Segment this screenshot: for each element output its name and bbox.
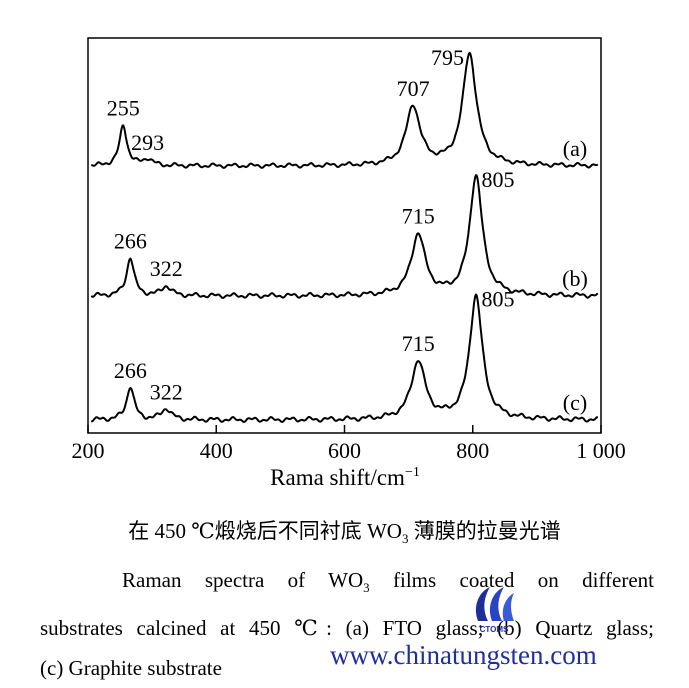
x-tick-label: 800 <box>456 438 489 463</box>
series-group: 255293707795(a)266322715805(b)2663227158… <box>90 45 599 423</box>
ctoms-logo-text: CTOMS <box>480 625 509 634</box>
peak-label: 322 <box>150 380 183 405</box>
raman-chart: 200 400 600 800 1 000 255293707795(a)2663227… <box>72 37 626 490</box>
series-label: (b) <box>562 266 588 291</box>
peak-label: 293 <box>131 130 164 155</box>
peak-label: 805 <box>481 167 514 192</box>
peak-label: 266 <box>114 229 147 254</box>
x-axis-label-superscript: −1 <box>405 465 420 480</box>
caption-en-line-1: Raman spectra of WO3 films coated on dif… <box>122 568 654 596</box>
x-tick-label: 200 <box>72 438 105 463</box>
peak-label: 715 <box>402 331 435 356</box>
x-tick-label: 400 <box>200 438 233 463</box>
caption-english: Raman spectra of WO3 films coated on dif… <box>40 560 654 688</box>
watermark-url: www.chinatungsten.com <box>330 640 597 670</box>
peak-label: 707 <box>397 76 430 101</box>
x-tick-labels: 200 400 600 800 1 000 <box>72 438 626 463</box>
caption-en-line-2: substrates calcined at 450 ℃: (a) FTO gl… <box>40 616 654 641</box>
peak-label: 255 <box>107 95 140 120</box>
peak-label: 715 <box>402 203 435 228</box>
series-line-b <box>90 173 599 299</box>
caption-en-line-3: (c) Graphite substrate <box>40 656 222 681</box>
series-label: (c) <box>563 390 587 415</box>
x-axis-label: Rama shift/cm−1 <box>270 465 420 490</box>
plot-frame <box>87 37 602 434</box>
series-line-a <box>91 51 599 169</box>
series-label: (a) <box>563 136 587 161</box>
peak-label: 322 <box>150 256 183 281</box>
peak-label: 805 <box>481 287 514 312</box>
x-ticks <box>87 425 602 433</box>
caption-chinese: 在 450 ℃煅烧后不同衬底 WO3 薄膜的拉曼光谱 <box>128 519 561 547</box>
x-tick-label: 1 000 <box>576 438 626 463</box>
peak-label: 795 <box>431 45 464 70</box>
ctoms-logo: CTOMS <box>475 587 514 634</box>
series-line-c <box>91 293 599 423</box>
x-tick-label: 600 <box>328 438 361 463</box>
peak-label: 266 <box>114 358 147 383</box>
